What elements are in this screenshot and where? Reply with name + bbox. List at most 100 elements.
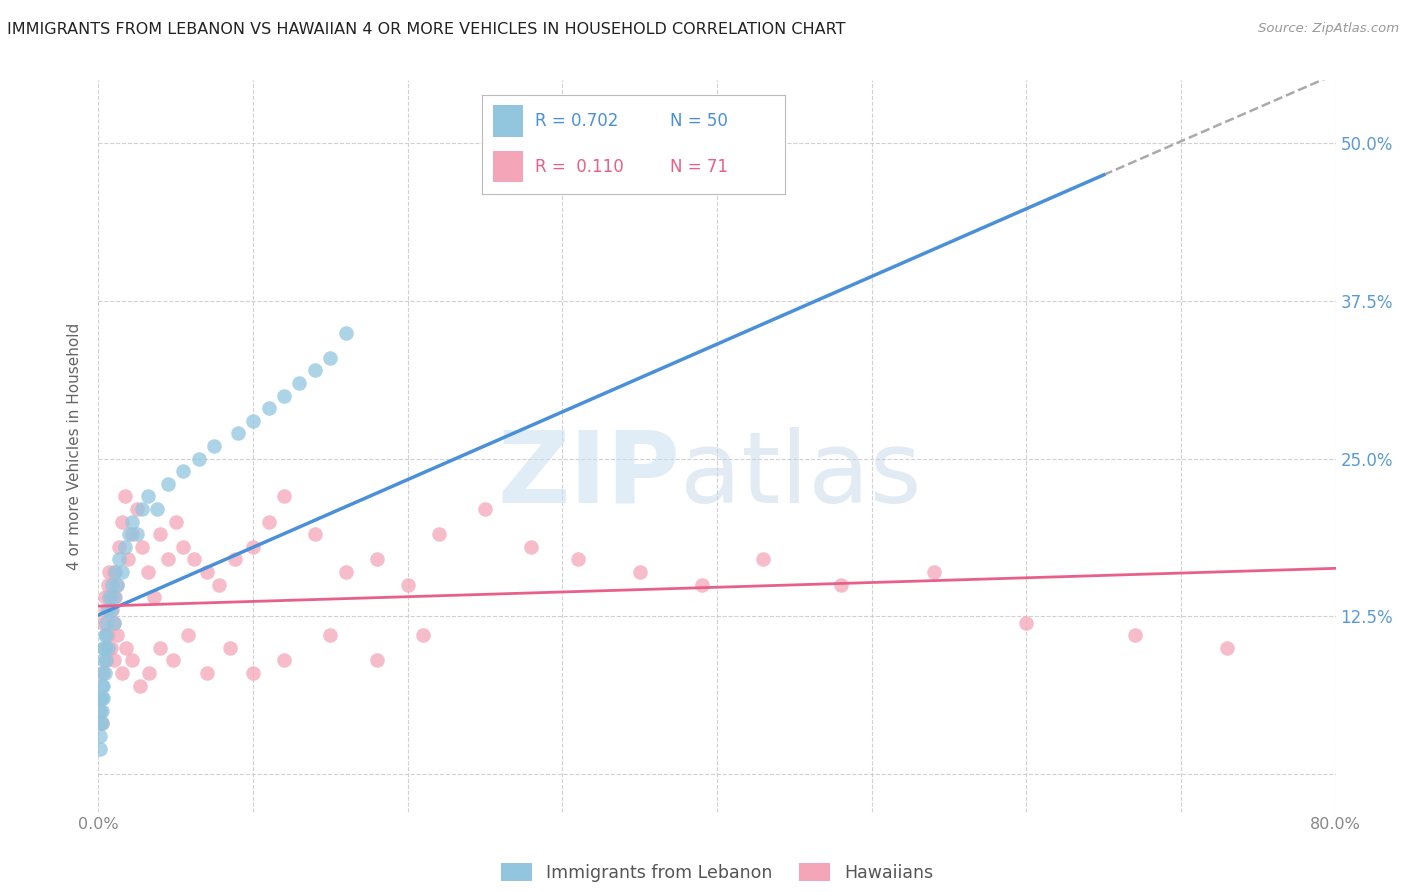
Immigrants from Lebanon xyxy=(273,388,295,402)
Hawaiians xyxy=(96,653,118,667)
Immigrants from Lebanon xyxy=(257,401,280,416)
Immigrants from Lebanon xyxy=(90,704,112,718)
Hawaiians xyxy=(1123,628,1146,642)
Hawaiians xyxy=(1216,640,1239,655)
Immigrants from Lebanon xyxy=(127,527,149,541)
Immigrants from Lebanon xyxy=(96,628,118,642)
Immigrants from Lebanon xyxy=(204,439,226,453)
Immigrants from Lebanon xyxy=(319,351,342,365)
Hawaiians xyxy=(100,640,122,655)
Hawaiians xyxy=(1015,615,1038,630)
Hawaiians xyxy=(922,565,945,579)
Hawaiians xyxy=(129,679,152,693)
Text: ZIP: ZIP xyxy=(498,426,681,524)
Text: atlas: atlas xyxy=(681,426,921,524)
Hawaiians xyxy=(149,527,172,541)
Immigrants from Lebanon xyxy=(91,679,114,693)
Hawaiians xyxy=(105,628,128,642)
Immigrants from Lebanon xyxy=(242,414,264,428)
Immigrants from Lebanon xyxy=(103,615,125,630)
Immigrants from Lebanon xyxy=(111,565,134,579)
Hawaiians xyxy=(104,591,127,605)
Hawaiians xyxy=(304,527,326,541)
Hawaiians xyxy=(121,527,143,541)
Hawaiians xyxy=(162,653,184,667)
Hawaiians xyxy=(157,552,180,566)
Hawaiians xyxy=(412,628,434,642)
Immigrants from Lebanon xyxy=(335,326,357,340)
Hawaiians xyxy=(219,640,242,655)
Immigrants from Lebanon xyxy=(90,665,112,680)
Hawaiians xyxy=(520,540,543,554)
Hawaiians xyxy=(111,515,134,529)
Immigrants from Lebanon xyxy=(104,565,127,579)
Hawaiians xyxy=(474,502,496,516)
Legend: Immigrants from Lebanon, Hawaiians: Immigrants from Lebanon, Hawaiians xyxy=(496,858,938,888)
Hawaiians xyxy=(273,490,295,504)
Hawaiians xyxy=(103,653,125,667)
Immigrants from Lebanon xyxy=(90,691,112,706)
Immigrants from Lebanon xyxy=(114,540,136,554)
Hawaiians xyxy=(105,578,128,592)
Hawaiians xyxy=(257,515,280,529)
Immigrants from Lebanon xyxy=(89,716,111,731)
Immigrants from Lebanon xyxy=(96,653,118,667)
Immigrants from Lebanon xyxy=(97,640,120,655)
Hawaiians xyxy=(183,552,205,566)
Hawaiians xyxy=(131,540,153,554)
Hawaiians xyxy=(97,578,120,592)
Hawaiians xyxy=(690,578,713,592)
Hawaiians xyxy=(567,552,589,566)
Hawaiians xyxy=(335,565,357,579)
Hawaiians xyxy=(830,578,852,592)
Immigrants from Lebanon xyxy=(136,490,159,504)
Hawaiians xyxy=(98,565,121,579)
Immigrants from Lebanon xyxy=(304,363,326,377)
Immigrants from Lebanon xyxy=(188,451,211,466)
Hawaiians xyxy=(242,665,264,680)
Hawaiians xyxy=(208,578,231,592)
Hawaiians xyxy=(93,591,115,605)
Immigrants from Lebanon xyxy=(173,464,195,478)
Hawaiians xyxy=(273,653,295,667)
Hawaiians xyxy=(149,640,172,655)
Hawaiians xyxy=(121,653,143,667)
Hawaiians xyxy=(319,628,342,642)
Immigrants from Lebanon xyxy=(91,691,114,706)
Immigrants from Lebanon xyxy=(97,603,120,617)
Hawaiians xyxy=(396,578,419,592)
Hawaiians xyxy=(752,552,775,566)
Immigrants from Lebanon xyxy=(90,716,112,731)
Hawaiians xyxy=(366,552,388,566)
Immigrants from Lebanon xyxy=(93,628,115,642)
Hawaiians xyxy=(242,540,264,554)
Hawaiians xyxy=(127,502,149,516)
Immigrants from Lebanon xyxy=(89,741,111,756)
Hawaiians xyxy=(177,628,200,642)
Immigrants from Lebanon xyxy=(90,679,112,693)
Hawaiians xyxy=(173,540,195,554)
Hawaiians xyxy=(100,591,122,605)
Hawaiians xyxy=(117,552,139,566)
Immigrants from Lebanon xyxy=(103,591,125,605)
Hawaiians xyxy=(90,716,112,731)
Hawaiians xyxy=(91,665,114,680)
Hawaiians xyxy=(101,603,124,617)
Immigrants from Lebanon xyxy=(107,552,129,566)
Hawaiians xyxy=(165,515,187,529)
Hawaiians xyxy=(103,615,125,630)
Hawaiians xyxy=(103,565,125,579)
Hawaiians xyxy=(138,665,160,680)
Hawaiians xyxy=(111,665,134,680)
Immigrants from Lebanon xyxy=(288,376,311,390)
Immigrants from Lebanon xyxy=(146,502,169,516)
Hawaiians xyxy=(628,565,651,579)
Hawaiians xyxy=(427,527,450,541)
Immigrants from Lebanon xyxy=(131,502,153,516)
Immigrants from Lebanon xyxy=(157,476,180,491)
Hawaiians xyxy=(115,640,138,655)
Y-axis label: 4 or more Vehicles in Household: 4 or more Vehicles in Household xyxy=(67,322,83,570)
Immigrants from Lebanon xyxy=(89,729,111,743)
Hawaiians xyxy=(93,640,115,655)
Immigrants from Lebanon xyxy=(118,527,141,541)
